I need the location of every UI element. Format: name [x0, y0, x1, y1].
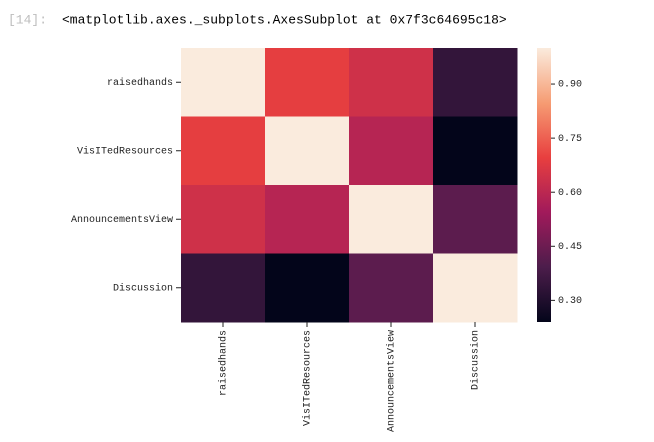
heatmap-cell	[349, 116, 434, 186]
heatmap-cell	[265, 48, 350, 117]
colorbar	[537, 48, 551, 322]
cell-prompt: [14]:	[8, 12, 47, 27]
y-tick-label: Discussion	[113, 282, 173, 294]
y-tick-label: raisedhands	[107, 77, 173, 89]
cell-output: <matplotlib.axes._subplots.AxesSubplot a…	[62, 12, 507, 27]
colorbar-tick-label: 0.90	[558, 80, 582, 91]
heatmap-cell	[349, 185, 434, 254]
heatmap-cell	[433, 185, 518, 254]
colorbar-tick-label: 0.75	[558, 134, 582, 145]
heatmap-cell	[181, 48, 266, 117]
heatmap-cell	[433, 116, 518, 186]
colorbar-tick-label: 0.30	[558, 296, 582, 307]
heatmap-cell	[181, 185, 266, 254]
heatmap-cell	[265, 116, 350, 186]
heatmap-cell	[265, 253, 350, 323]
heatmap-cell	[433, 253, 518, 323]
colorbar-tick-label: 0.45	[558, 242, 582, 253]
colorbar-tick-label: 0.60	[558, 188, 582, 199]
y-tick-label: AnnouncementsView	[71, 214, 173, 226]
x-tick-label: AnnouncementsView	[386, 330, 398, 432]
x-tick-label: Discussion	[470, 330, 482, 390]
heatmap-cell	[181, 253, 266, 323]
heatmap-cell	[265, 185, 350, 254]
heatmap-cell	[181, 116, 266, 186]
heatmap-cell	[349, 253, 434, 323]
y-tick-label: VisITedResources	[77, 145, 173, 157]
x-tick-label: raisedhands	[218, 330, 230, 396]
heatmap-cell	[433, 48, 518, 117]
x-tick-label: VisITedResources	[302, 330, 314, 426]
heatmap-cell	[349, 48, 434, 117]
